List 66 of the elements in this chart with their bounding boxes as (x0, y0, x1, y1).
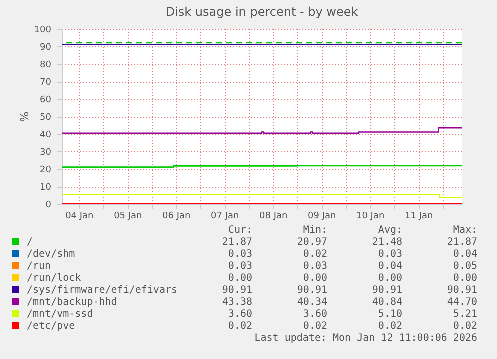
x-tick-label: 08 Jan (260, 212, 288, 222)
text: 40.84 (371, 297, 403, 309)
legend-label: /sys/firmware/efi/efivars (26, 285, 178, 297)
text: 44.70 (446, 297, 478, 309)
text: 0.05 (452, 261, 478, 273)
text: 0.00 (302, 273, 328, 285)
y-tick-label: 80 (40, 60, 52, 70)
text: 0.00 (227, 273, 253, 285)
text: 0.02 (377, 321, 403, 333)
text: 0.03 (227, 261, 253, 273)
y-tick-label: 30 (40, 148, 52, 158)
legend-label: /run/lock (26, 273, 82, 285)
text: 0.03 (302, 261, 328, 273)
text: 90.91 (296, 285, 328, 297)
text: 0.00 (377, 273, 403, 285)
legend-label: / (26, 237, 34, 249)
text: 90.91 (446, 285, 478, 297)
text: 0.02 (302, 321, 328, 333)
x-tick-label: 06 Jan (162, 212, 191, 222)
y-tick-label: 60 (40, 96, 52, 106)
text: Last update: Mon Jan 12 11:00:06 2026 (254, 333, 478, 345)
text: 5.21 (452, 309, 478, 321)
legend-label: /run (26, 261, 52, 273)
chart-title: Disk usage in percent - by week (166, 5, 358, 19)
text: 0.04 (452, 249, 478, 261)
y-axis-title: % (18, 112, 32, 122)
legend-label: /dev/shm (26, 249, 76, 261)
text: 90.91 (221, 285, 253, 297)
legend-label: /etc/pve (26, 321, 76, 333)
text: 0.02 (227, 321, 253, 333)
text: 90.91 (371, 285, 403, 297)
text: 0.02 (302, 249, 328, 261)
y-tick-label: 100 (34, 26, 52, 36)
y-tick-label: 70 (40, 78, 52, 88)
text: 0.02 (452, 321, 478, 333)
text: Avg: (377, 225, 403, 237)
text: Min: (302, 225, 328, 237)
y-tick-label: 0 (46, 200, 52, 210)
text: Max: (452, 225, 478, 237)
x-tick-label: 04 Jan (66, 212, 94, 222)
legend-label: /mnt/vm-ssd (26, 309, 94, 321)
text: 0.03 (377, 249, 403, 261)
text: Cur: (227, 225, 253, 237)
text: 43.38 (221, 297, 253, 309)
y-tick-label: 20 (40, 166, 52, 176)
y-tick-label: 90 (40, 43, 52, 53)
x-tick-label: 05 Jan (114, 212, 142, 222)
text: 40.34 (296, 297, 328, 309)
x-tick-label: 09 Jan (308, 212, 336, 222)
text: 5.10 (377, 309, 403, 321)
y-tick-label: 10 (40, 183, 52, 193)
legend-label: /mnt/backup-hhd (26, 297, 118, 309)
text: 21.48 (371, 237, 403, 249)
x-tick-label: 11 Jan (404, 212, 434, 222)
y-tick-label: 50 (40, 113, 52, 123)
text: 3.60 (227, 309, 253, 321)
text: 21.87 (221, 237, 253, 249)
text: 0.03 (227, 249, 253, 261)
x-tick-label: 07 Jan (211, 212, 240, 222)
x-tick-label: 10 Jan (356, 212, 385, 222)
text: 3.60 (302, 309, 328, 321)
text: 21.87 (446, 237, 478, 249)
y-tick-label: 40 (40, 130, 52, 140)
text: 0.04 (377, 261, 403, 273)
text: 20.97 (296, 237, 328, 249)
text: 0.00 (452, 273, 478, 285)
